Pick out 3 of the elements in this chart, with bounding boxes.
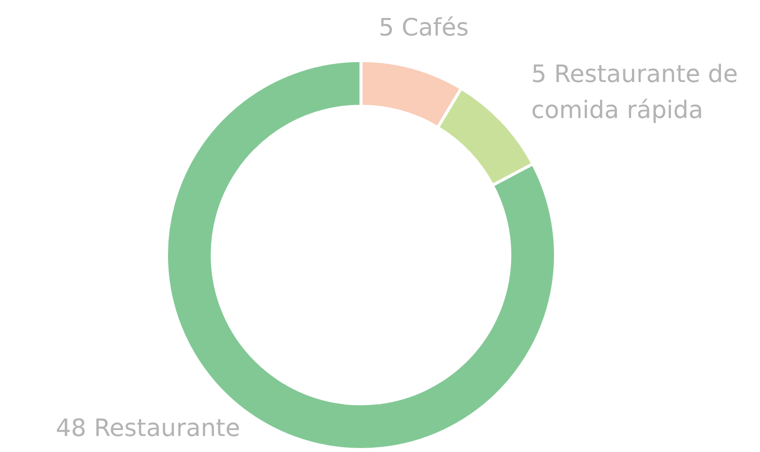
slice-label: 5 Restaurante de comida rápida	[531, 60, 738, 124]
slice-label: 5 Cafés	[378, 13, 469, 42]
slice-label: 48 Restaurante	[56, 414, 240, 442]
